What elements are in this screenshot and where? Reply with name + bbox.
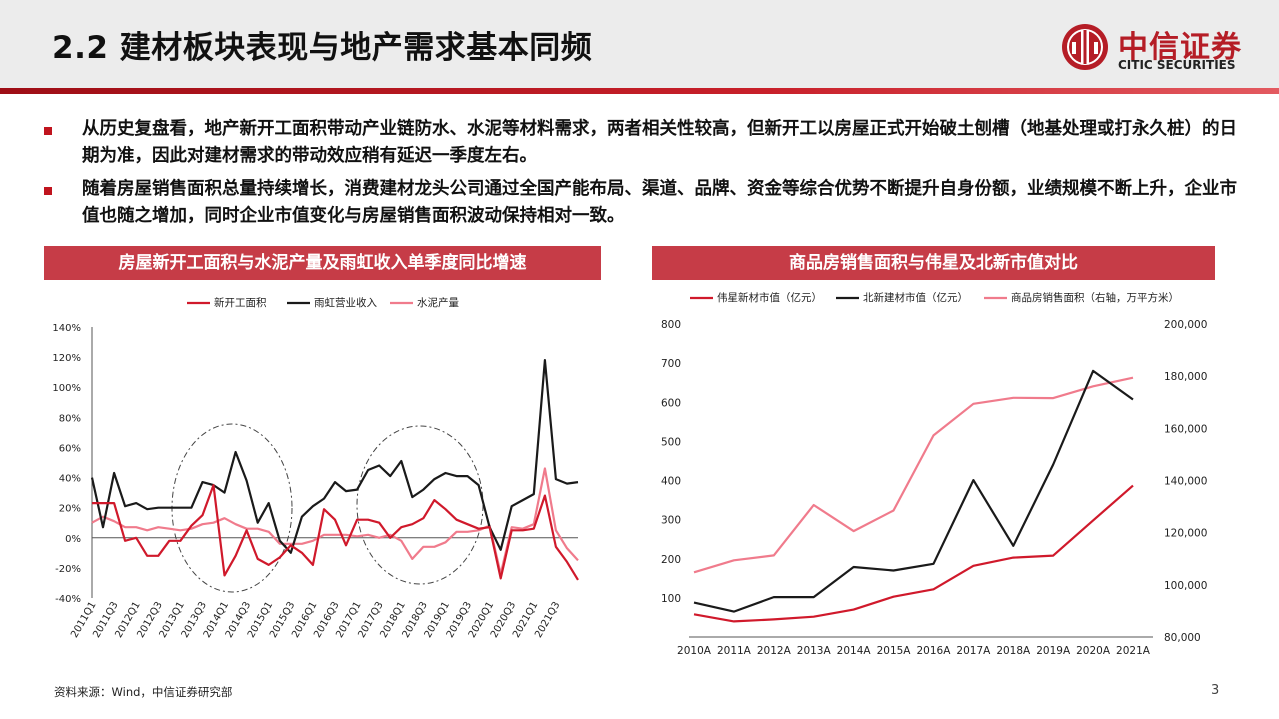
brand-name-cn: 中信证券: [1118, 30, 1242, 65]
bullet-square-icon: [44, 127, 52, 135]
series-line: [693, 369, 1134, 613]
x-tick-label: 2019A: [1036, 645, 1071, 657]
y-left-tick-label: 700: [661, 358, 681, 370]
header-accent-bar: [0, 88, 1279, 94]
brand-name-en: CITIC SECURITIES: [1118, 58, 1236, 72]
series-line: [90, 359, 579, 554]
y-left-tick-label: 800: [661, 319, 681, 331]
y-tick-label: 20%: [59, 504, 81, 515]
x-tick-label: 2014A: [837, 645, 872, 657]
y-right-tick-label: 160,000: [1164, 423, 1207, 435]
page-number: 3: [1211, 683, 1220, 698]
series-line: [92, 484, 579, 581]
y-right-tick-label: 180,000: [1164, 371, 1207, 383]
y-left-tick-label: 500: [661, 436, 681, 448]
slide-title: 2.2 建材板块表现与地产需求基本同频: [52, 30, 593, 66]
x-tick-label: 2010A: [677, 645, 712, 657]
y-tick-label: -20%: [55, 564, 81, 575]
legend-label: 水泥产量: [417, 296, 459, 309]
series-line: [693, 376, 1134, 574]
y-tick-label: 140%: [52, 323, 81, 334]
y-left-tick-label: 400: [661, 476, 681, 488]
y-right-tick-label: 100,000: [1164, 580, 1207, 592]
y-tick-label: 100%: [52, 383, 81, 394]
y-right-tick-label: 140,000: [1164, 476, 1207, 488]
legend-label: 伟星新材市值（亿元）: [717, 291, 822, 304]
citic-emblem-icon: [1062, 24, 1108, 70]
legend-label: 北新建材市值（亿元）: [863, 291, 968, 304]
x-tick-label: 2020A: [1076, 645, 1111, 657]
series-line: [693, 484, 1134, 623]
bullet-square-icon: [44, 187, 52, 195]
y-tick-label: -40%: [55, 594, 81, 605]
y-left-tick-label: 300: [661, 515, 681, 527]
x-tick-label: 2015A: [877, 645, 912, 657]
bullet-item: 从历史复盘看，地产新开工面积带动产业链防水、水泥等材料需求，两者相关性较高，但新…: [44, 116, 1254, 170]
y-right-tick-label: 80,000: [1164, 632, 1201, 644]
bullet-text: 从历史复盘看，地产新开工面积带动产业链防水、水泥等材料需求，两者相关性较高，但新…: [82, 119, 1237, 166]
legend-label: 雨虹营业收入: [314, 296, 377, 309]
y-right-tick-label: 120,000: [1164, 528, 1207, 540]
left-chart-title: 房屋新开工面积与水泥产量及雨虹收入单季度同比增速: [44, 246, 601, 280]
y-tick-label: 60%: [59, 443, 81, 454]
x-tick-label: 2011A: [717, 645, 752, 657]
bullet-item: 随着房屋销售面积总量持续增长，消费建材龙头公司通过全国产能布局、渠道、品牌、资金…: [44, 176, 1254, 230]
bullet-list: 从历史复盘看，地产新开工面积带动产业链防水、水泥等材料需求，两者相关性较高，但新…: [44, 116, 1254, 236]
legend-label: 商品房销售面积（右轴，万平方米）: [1011, 291, 1179, 304]
legend-label: 新开工面积: [214, 296, 267, 309]
y-right-tick-label: 200,000: [1164, 319, 1207, 331]
slide-header: 2.2 建材板块表现与地产需求基本同频 中信证券 CITIC SECURITIE…: [0, 0, 1279, 88]
brand-logo: 中信证券 CITIC SECURITIES: [1060, 22, 1260, 78]
x-tick-label: 2013A: [797, 645, 832, 657]
y-tick-label: 120%: [52, 353, 81, 364]
x-tick-label: 2021A: [1116, 645, 1151, 657]
right-chart-title: 商品房销售面积与伟星及北新市值对比: [652, 246, 1215, 280]
y-tick-label: 80%: [59, 413, 81, 424]
y-tick-label: 0%: [65, 534, 81, 545]
y-left-tick-label: 200: [661, 554, 681, 566]
y-left-tick-label: 600: [661, 397, 681, 409]
highlight-ellipse: [356, 425, 484, 585]
x-tick-label: 2018A: [996, 645, 1031, 657]
y-tick-label: 40%: [59, 474, 81, 485]
x-tick-label: 2016A: [917, 645, 952, 657]
y-left-tick-label: 100: [661, 593, 681, 605]
x-tick-label: 2017A: [956, 645, 991, 657]
bullet-text: 随着房屋销售面积总量持续增长，消费建材龙头公司通过全国产能布局、渠道、品牌、资金…: [82, 179, 1237, 226]
x-tick-label: 2012A: [757, 645, 792, 657]
source-note: 资料来源：Wind，中信证券研究部: [54, 685, 233, 699]
